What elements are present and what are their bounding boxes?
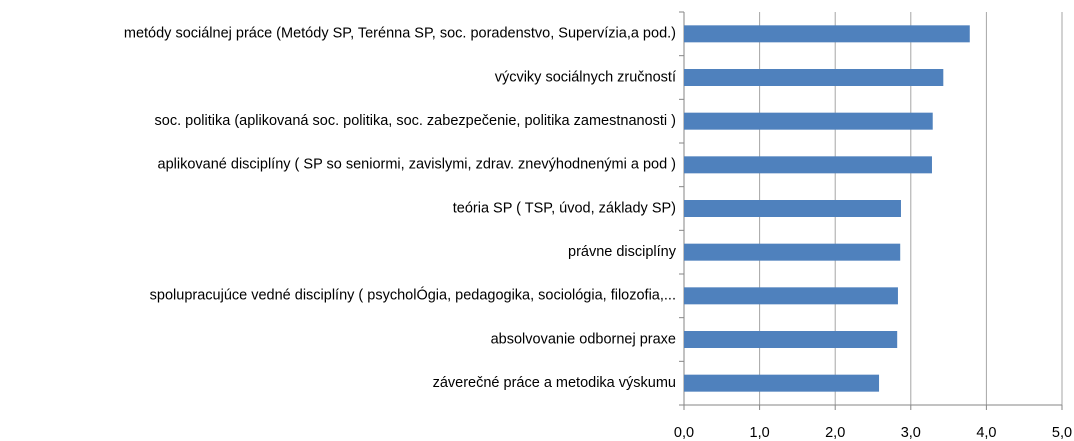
bar xyxy=(684,112,933,130)
y-tick-label: výcviky sociálnych zručností xyxy=(495,69,676,85)
y-tick-label: aplikované disciplíny ( SP so seniormi, … xyxy=(158,157,676,173)
x-tick-label: 0,0 xyxy=(674,425,694,441)
bar xyxy=(684,156,932,174)
bar xyxy=(684,243,901,261)
bar xyxy=(684,287,898,305)
x-tick-label: 1,0 xyxy=(750,425,770,441)
y-tick-label: právne disciplíny xyxy=(568,244,677,260)
x-tick-label: 5,0 xyxy=(1052,425,1072,441)
x-tick-label: 4,0 xyxy=(976,425,996,441)
y-tick-label: soc. politika (aplikovaná soc. politika,… xyxy=(155,113,676,129)
y-tick-label: metódy sociálnej práce (Metódy SP, Terén… xyxy=(124,26,676,42)
x-tick-label: 2,0 xyxy=(825,425,845,441)
y-tick-label: teória SP ( TSP, úvod, základy SP) xyxy=(453,200,676,216)
x-tick-label: 3,0 xyxy=(901,425,921,441)
y-tick-label: záverečné práce a metodika výskumu xyxy=(433,375,676,391)
bar xyxy=(684,331,898,348)
bar xyxy=(684,25,970,43)
bar xyxy=(684,200,901,217)
y-tick-label: absolvovanie odbornej praxe xyxy=(491,331,676,347)
bar xyxy=(684,374,880,392)
y-tick-label: spolupracujúce vedné disciplíny ( psycho… xyxy=(150,287,676,304)
bar xyxy=(684,69,944,86)
